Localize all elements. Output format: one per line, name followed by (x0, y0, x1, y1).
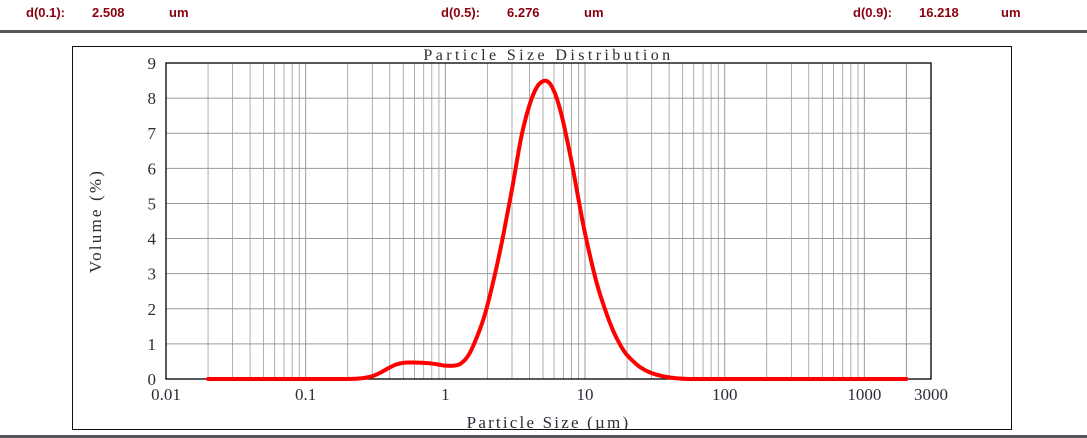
y-axis-ticks: 0 1 2 3 4 5 6 7 8 9 (148, 54, 157, 389)
y-tick-label: 3 (148, 265, 157, 284)
stat-d09-label: d(0.9): (853, 5, 892, 20)
chart-title: Particle Size Distribution (423, 47, 673, 64)
stat-d09-unit: um (1001, 5, 1021, 20)
x-tick-label: 1 (441, 385, 450, 404)
particle-size-distribution-chart: 0.01 0.1 1 10 100 1000 3000 0 1 2 3 4 5 6 7 8 9 Particl… (86, 47, 948, 429)
stat-d01: d(0.1): 2.508 um (26, 5, 189, 20)
x-tick-label: 3000 (914, 385, 948, 404)
stat-d01-unit: um (169, 5, 189, 20)
y-tick-label: 7 (148, 124, 157, 143)
y-tick-label: 8 (148, 89, 157, 108)
stat-d01-label: d(0.1): (26, 5, 65, 20)
y-tick-label: 5 (148, 194, 157, 213)
stat-d09-value: 16.218 (919, 5, 959, 20)
stat-d01-value: 2.508 (92, 5, 125, 20)
stat-d09: d(0.9): 16.218 um (853, 5, 1021, 20)
x-tick-label: 10 (577, 385, 594, 404)
stat-d05-unit: um (584, 5, 604, 20)
chart-panel: 0.01 0.1 1 10 100 1000 3000 0 1 2 3 4 5 6 7 8 9 Particl… (72, 46, 1012, 430)
plot-frame (165, 62, 932, 380)
y-tick-label: 9 (148, 54, 157, 73)
y-tick-label: 0 (148, 370, 157, 389)
y-tick-label: 2 (148, 300, 157, 319)
distribution-curve (206, 78, 909, 382)
y-axis-title: Volume (%) (86, 169, 105, 273)
footer-divider (0, 435, 1087, 438)
stat-d05-label: d(0.5): (441, 5, 480, 20)
y-tick-label: 1 (148, 335, 157, 354)
y-tick-label: 4 (148, 230, 157, 249)
volume-distribution-line (206, 78, 909, 382)
x-tick-label: 100 (712, 385, 738, 404)
percentile-stats-bar: d(0.1): 2.508 um d(0.5): 6.276 um d(0.9): 16.… (0, 0, 1087, 30)
x-axis-title: Particle Size (µm) (467, 413, 631, 429)
x-tick-label: 1000 (847, 385, 881, 404)
stat-d05-value: 6.276 (507, 5, 540, 20)
x-axis-ticks: 0.01 0.1 1 10 100 1000 3000 (151, 385, 948, 404)
x-tick-label: 0.1 (295, 385, 316, 404)
y-tick-label: 6 (148, 159, 157, 178)
grid-lines (165, 62, 932, 379)
x-tick-label: 0.01 (151, 385, 181, 404)
header-divider (0, 30, 1087, 33)
stat-d05: d(0.5): 6.276 um (441, 5, 604, 20)
